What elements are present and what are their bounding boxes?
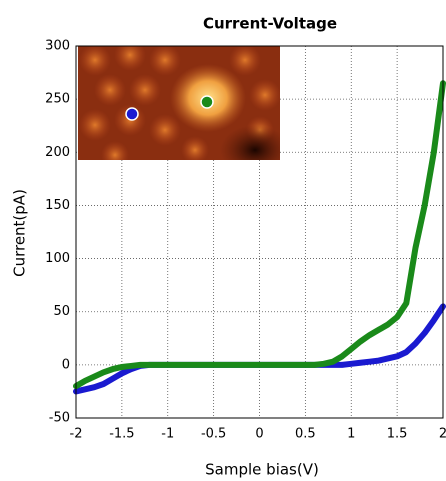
x-tick-label: 1 xyxy=(347,427,355,442)
y-tick-label: 250 xyxy=(45,92,70,107)
x-tick-label: -1 xyxy=(161,427,174,442)
blue-marker xyxy=(126,108,138,120)
y-tick-label: 50 xyxy=(53,304,70,319)
y-tick-label: 100 xyxy=(45,251,70,266)
page: {"chart_data": {"type": "line", "title":… xyxy=(0,0,446,481)
chart: Current-Voltage Sample bias(V) Current(p… xyxy=(0,0,446,481)
x-axis-label: Sample bias(V) xyxy=(205,461,319,479)
x-tick-label: 2 xyxy=(439,427,446,442)
x-tick-label: 0 xyxy=(255,427,263,442)
x-tick-label: -0.5 xyxy=(201,427,226,442)
y-tick-label: 200 xyxy=(45,145,70,160)
y-tick-label: 150 xyxy=(45,198,70,213)
y-tick-label: -50 xyxy=(49,411,70,426)
x-tick-label: -1.5 xyxy=(109,427,134,442)
stm-inset xyxy=(78,39,290,175)
y-tick-label: 0 xyxy=(62,357,70,372)
y-tick-label: 300 xyxy=(45,39,70,54)
y-axis-label: Current(pA) xyxy=(11,189,29,277)
x-tick-label: 1.5 xyxy=(387,427,408,442)
x-tick-label: -2 xyxy=(70,427,83,442)
x-tick-label: 0.5 xyxy=(295,427,316,442)
chart-title: Current-Voltage xyxy=(203,15,337,33)
green-marker xyxy=(201,96,213,108)
